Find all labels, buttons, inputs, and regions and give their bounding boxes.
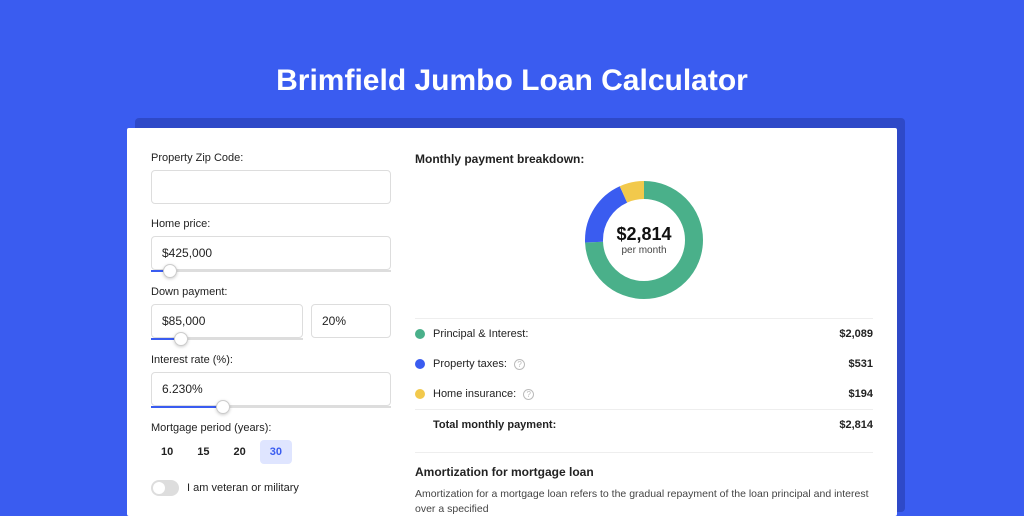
legend-dot: [415, 359, 425, 369]
interest-input[interactable]: [151, 372, 391, 406]
home-price-input[interactable]: [151, 236, 391, 270]
info-icon[interactable]: ?: [523, 389, 534, 400]
legend-value: $194: [849, 388, 873, 400]
legend-label: Property taxes: ?: [433, 358, 849, 370]
legend-value: $2,089: [839, 328, 873, 340]
legend-label: Home insurance: ?: [433, 388, 849, 400]
down-payment-slider[interactable]: [151, 338, 303, 340]
donut-subtitle: per month: [621, 245, 666, 256]
veteran-toggle[interactable]: [151, 480, 179, 496]
veteran-label: I am veteran or military: [187, 482, 299, 494]
legend-row: Property taxes: ?$531: [415, 349, 873, 379]
period-option-10[interactable]: 10: [151, 440, 183, 464]
slider-thumb[interactable]: [174, 332, 188, 346]
period-option-15[interactable]: 15: [187, 440, 219, 464]
down-payment-amount-input[interactable]: [151, 304, 303, 338]
legend-total: Total monthly payment:$2,814: [415, 409, 873, 440]
period-buttons: 10152030: [151, 440, 391, 464]
form-panel: Property Zip Code: Home price: Down paym…: [151, 152, 391, 516]
toggle-knob: [153, 482, 165, 494]
payment-donut: $2,814 per month: [582, 178, 706, 302]
zip-input[interactable]: [151, 170, 391, 204]
breakdown-panel: Monthly payment breakdown: $2,814 per mo…: [415, 152, 873, 516]
total-value: $2,814: [839, 419, 873, 431]
slider-thumb[interactable]: [163, 264, 177, 278]
legend-value: $531: [849, 358, 873, 370]
legend-row: Principal & Interest:$2,089: [415, 319, 873, 349]
legend: Principal & Interest:$2,089Property taxe…: [415, 318, 873, 440]
slider-thumb[interactable]: [216, 400, 230, 414]
home-price-label: Home price:: [151, 218, 391, 230]
calculator-card: Property Zip Code: Home price: Down paym…: [127, 128, 897, 516]
breakdown-title: Monthly payment breakdown:: [415, 152, 873, 166]
donut-value: $2,814: [616, 224, 671, 245]
total-label: Total monthly payment:: [433, 419, 839, 431]
period-option-30[interactable]: 30: [260, 440, 292, 464]
info-icon[interactable]: ?: [514, 359, 525, 370]
zip-label: Property Zip Code:: [151, 152, 391, 164]
legend-dot: [415, 389, 425, 399]
down-payment-label: Down payment:: [151, 286, 391, 298]
amortization-section: Amortization for mortgage loan Amortizat…: [415, 452, 873, 516]
down-payment-percent-input[interactable]: [311, 304, 391, 338]
interest-label: Interest rate (%):: [151, 354, 391, 366]
legend-row: Home insurance: ?$194: [415, 379, 873, 409]
legend-label: Principal & Interest:: [433, 328, 839, 340]
period-label: Mortgage period (years):: [151, 422, 391, 434]
interest-slider[interactable]: [151, 406, 391, 408]
amortization-title: Amortization for mortgage loan: [415, 465, 873, 479]
page-title: Brimfield Jumbo Loan Calculator: [0, 0, 1024, 98]
home-price-slider[interactable]: [151, 270, 391, 272]
legend-dot: [415, 329, 425, 339]
period-option-20[interactable]: 20: [224, 440, 256, 464]
